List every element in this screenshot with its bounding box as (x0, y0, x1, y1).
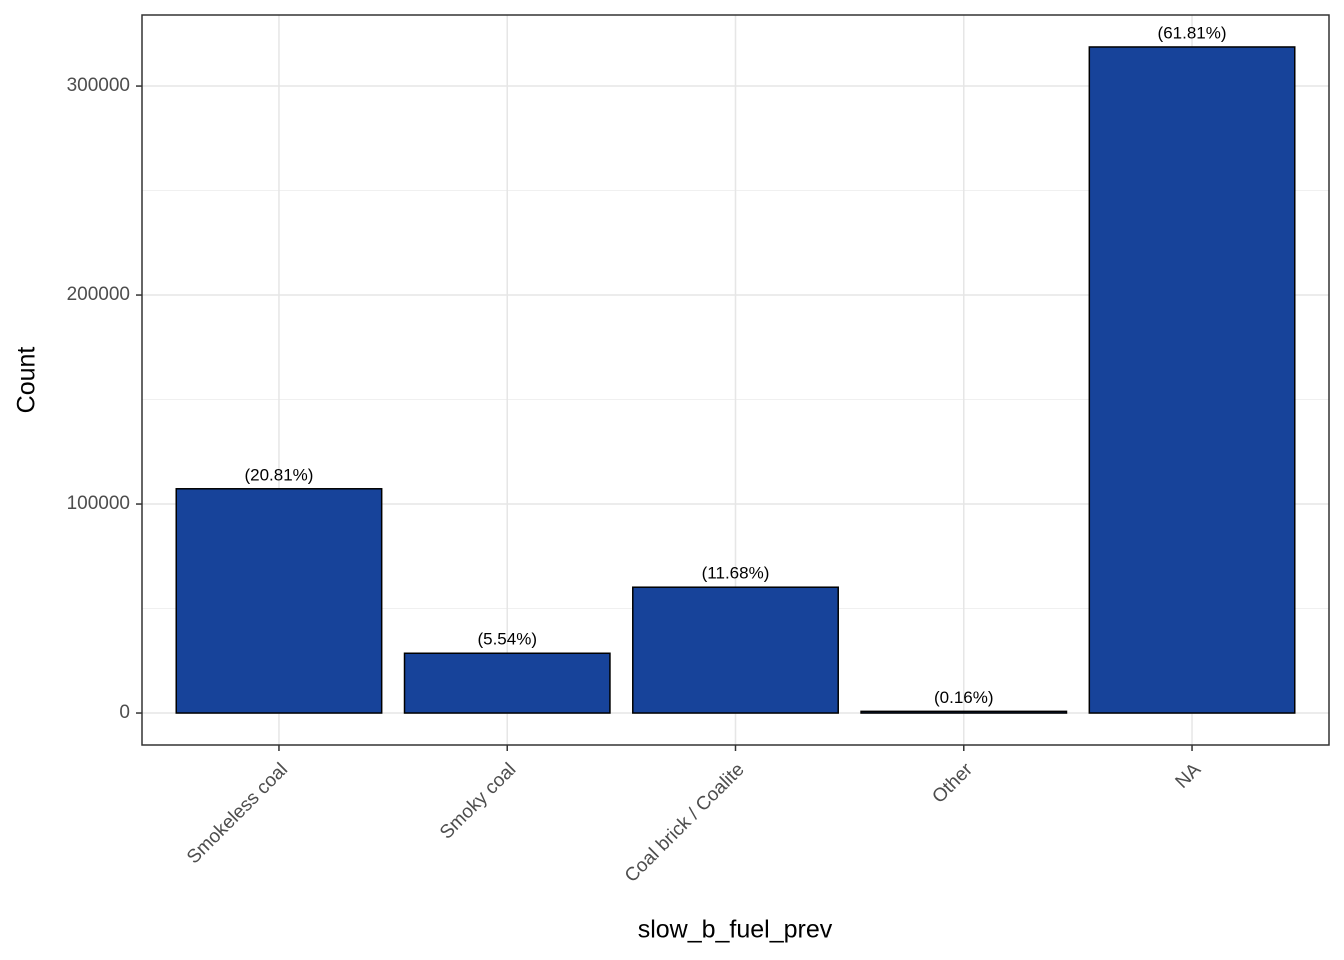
bar (1088, 46, 1296, 714)
y-tick-label: 0 (119, 702, 130, 723)
y-tick-label: 300000 (67, 75, 130, 96)
bar-label: (61.81%) (1158, 23, 1227, 42)
bar-label: (5.54%) (477, 630, 537, 649)
bar (860, 710, 1068, 714)
bar-label: (20.81%) (244, 465, 313, 484)
bar (632, 586, 839, 714)
x-axis-title: slow_b_fuel_prev (638, 916, 833, 944)
bar-label: (0.16%) (934, 688, 994, 707)
bar (175, 488, 383, 714)
y-tick-label: 200000 (67, 284, 130, 305)
y-tick-label: 100000 (67, 493, 130, 514)
panel-border (141, 14, 1330, 746)
bar (403, 652, 611, 714)
bar-label: (11.68%) (702, 564, 770, 583)
y-axis-title: Count (13, 347, 41, 414)
